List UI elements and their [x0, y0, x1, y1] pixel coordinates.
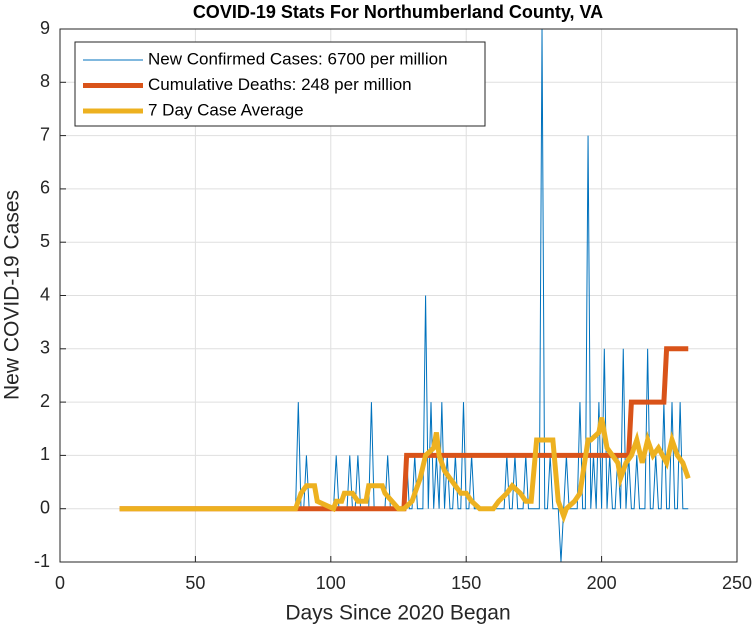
legend-box	[74, 41, 486, 127]
series-line	[119, 28, 689, 563]
series-line	[119, 346, 689, 512]
x-axis-label: Days Since 2020 Began	[285, 602, 510, 625]
y-tick-label: 7	[40, 124, 50, 144]
y-tick-label: 5	[40, 231, 50, 251]
x-tick-label: 200	[587, 573, 617, 593]
legend-label: Cumulative Deaths: 248 per million	[148, 75, 412, 94]
x-tick-label: 150	[451, 573, 481, 593]
y-tick-label: 2	[40, 391, 50, 411]
y-tick-label: 6	[40, 178, 50, 198]
legend-label: New Confirmed Cases: 6700 per million	[148, 49, 448, 68]
y-tick-label: -1	[34, 551, 50, 571]
y-tick-label: 9	[40, 18, 50, 38]
x-tick-label: 50	[185, 573, 205, 593]
series-line	[119, 417, 691, 524]
legend: New Confirmed Cases: 6700 per million Cum…	[74, 41, 486, 127]
y-tick-label: 8	[40, 71, 50, 91]
x-tick-label: 250	[722, 573, 752, 593]
chart-title: COVID-19 Stats For Northumberland County…	[193, 2, 603, 22]
legend-label: 7 Day Case Average	[148, 100, 304, 119]
y-tick-label: 3	[40, 338, 50, 358]
y-tick-label: 1	[40, 444, 50, 464]
y-tick-label: 0	[40, 497, 50, 517]
x-tick-label: 100	[316, 573, 346, 593]
y-tick-label: 4	[40, 284, 50, 304]
x-tick-label: 0	[55, 573, 65, 593]
y-axis-label: New COVID-19 Cases	[1, 190, 24, 400]
lines	[119, 28, 691, 563]
